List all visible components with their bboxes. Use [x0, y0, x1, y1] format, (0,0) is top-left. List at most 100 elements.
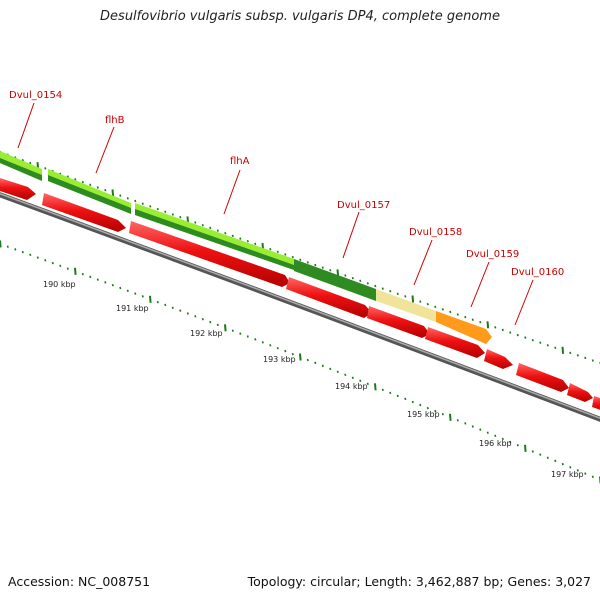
- minor-tick: [419, 300, 422, 303]
- minor-tick: [381, 287, 384, 290]
- minor-tick: [509, 440, 512, 444]
- minor-tick: [546, 344, 549, 347]
- minor-tick: [479, 428, 482, 431]
- minor-tick: [89, 275, 92, 279]
- minor-tick: [126, 289, 129, 293]
- minor-tick: [359, 279, 362, 283]
- minor-tick: [276, 250, 279, 254]
- cds-arrow: [516, 363, 569, 392]
- minor-tick: [501, 437, 504, 441]
- minor-tick: [276, 346, 279, 350]
- minor-tick: [306, 261, 309, 264]
- gene-label-flha: flhA: [230, 156, 250, 167]
- minor-tick: [284, 253, 287, 256]
- backbone-track: [0, 192, 600, 422]
- minor-tick: [96, 186, 99, 189]
- minor-tick: [179, 215, 182, 219]
- minor-tick: [531, 338, 534, 342]
- minor-tick: [209, 320, 212, 324]
- kbp-label: 191 kbp: [116, 304, 149, 313]
- minor-tick: [179, 309, 182, 312]
- minor-tick: [569, 351, 572, 355]
- minor-tick: [96, 278, 99, 281]
- minor-tick: [284, 349, 287, 353]
- minor-tick: [539, 341, 542, 344]
- major-tick: [224, 324, 227, 332]
- minor-tick: [486, 431, 489, 434]
- cds-arrow: [567, 383, 593, 402]
- kbp-label: 195 kbp: [407, 410, 440, 419]
- minor-tick: [524, 336, 527, 339]
- cds-arrow: [425, 327, 485, 358]
- minor-tick: [141, 202, 144, 205]
- minor-tick: [426, 406, 429, 410]
- minor-tick: [591, 359, 594, 362]
- minor-tick: [569, 466, 572, 469]
- cds-arrow: [129, 221, 290, 287]
- minor-tick: [171, 213, 174, 216]
- minor-tick: [156, 300, 159, 304]
- minor-tick: [261, 341, 264, 344]
- minor-tick: [119, 286, 122, 290]
- minor-tick: [329, 269, 332, 272]
- minor-tick: [389, 289, 392, 293]
- cds-track-red: [0, 178, 600, 410]
- cds-arrow: [484, 349, 513, 369]
- minor-tick: [464, 422, 467, 425]
- minor-tick: [561, 462, 564, 466]
- minor-tick: [44, 259, 47, 262]
- minor-tick: [104, 281, 107, 284]
- minor-tick: [29, 253, 32, 257]
- major-tick: [411, 295, 415, 303]
- minor-tick: [329, 367, 332, 371]
- major-tick: [449, 413, 452, 421]
- minor-tick: [411, 400, 414, 404]
- minor-tick: [156, 207, 159, 211]
- kbp-label: 194 kbp: [335, 382, 368, 391]
- minor-tick: [6, 245, 9, 248]
- leader-line: [342, 211, 360, 259]
- minor-tick: [336, 370, 339, 374]
- major-tick: [561, 346, 565, 354]
- gene-label-dvul-0157: Dvul_0157: [337, 200, 390, 211]
- minor-tick: [456, 313, 459, 316]
- gene-label-dvul-0158: Dvul_0158: [409, 227, 462, 238]
- minor-tick: [591, 475, 594, 479]
- minor-tick: [231, 234, 234, 238]
- minor-tick: [186, 312, 189, 315]
- kbp-label: 192 kbp: [190, 329, 223, 338]
- kbp-label: 197 kbp: [551, 470, 584, 479]
- major-tick: [149, 295, 152, 303]
- minor-tick: [314, 263, 317, 267]
- minor-tick: [359, 379, 362, 383]
- gene-band: [0, 158, 42, 181]
- minor-tick: [239, 332, 242, 335]
- minor-tick: [539, 453, 542, 456]
- minor-tick: [366, 282, 369, 285]
- minor-tick: [164, 303, 167, 307]
- minor-tick: [576, 354, 579, 357]
- minor-tick: [576, 469, 579, 472]
- minor-tick: [201, 317, 204, 321]
- cds-arrow: [42, 193, 126, 232]
- major-tick: [111, 189, 115, 197]
- minor-tick: [321, 364, 324, 368]
- minor-tick: [254, 338, 257, 341]
- minor-tick: [434, 305, 437, 309]
- minor-tick: [44, 167, 47, 170]
- gene-band: [376, 289, 436, 322]
- gene-band: [135, 209, 294, 270]
- minor-tick: [119, 194, 122, 197]
- minor-tick: [479, 320, 482, 324]
- minor-tick: [314, 361, 317, 365]
- major-tick: [0, 240, 2, 248]
- gene-band: [294, 259, 376, 301]
- minor-tick: [194, 221, 197, 224]
- minor-tick: [501, 328, 504, 332]
- minor-tick: [554, 346, 557, 350]
- minor-tick: [194, 315, 197, 318]
- cds-arrow: [592, 396, 600, 410]
- cds-arrow: [367, 306, 430, 338]
